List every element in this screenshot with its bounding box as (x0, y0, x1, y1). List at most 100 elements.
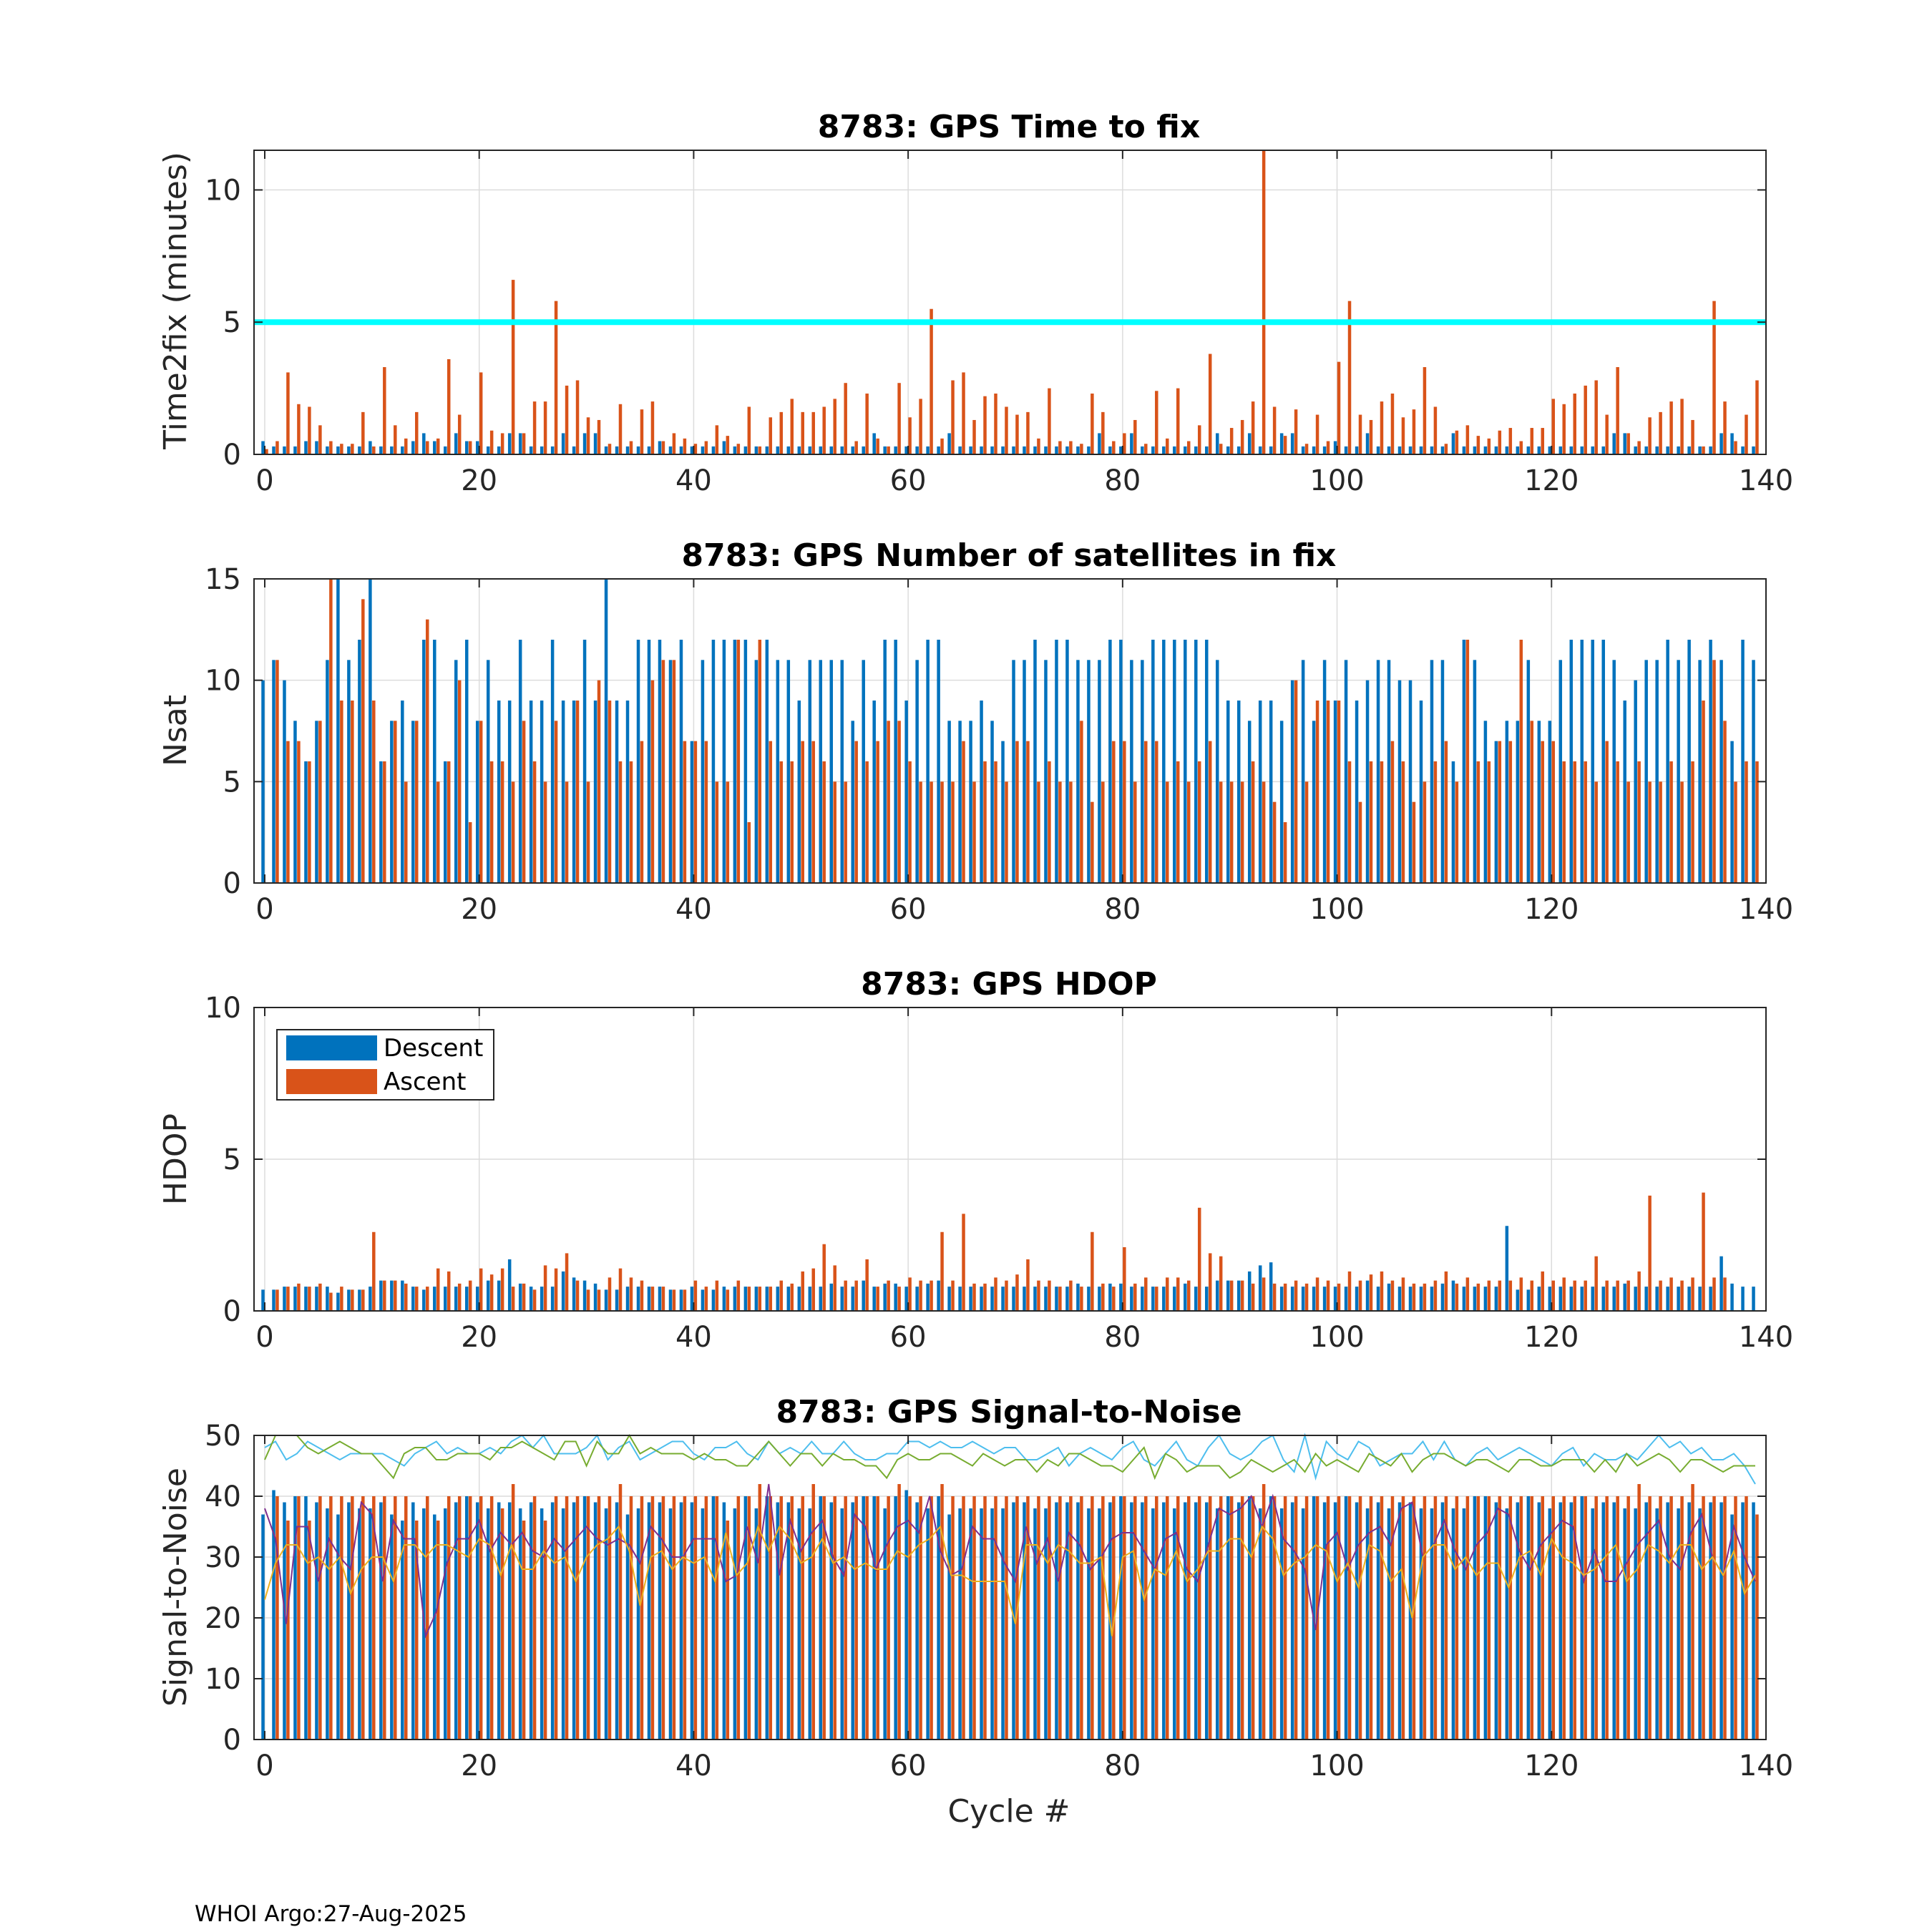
ttf-descent-bar-69 (1001, 446, 1005, 454)
nsat-ascent-bar-1 (275, 660, 279, 883)
nsat-ascent-bar-73 (1048, 761, 1051, 883)
hdop-ascent-bar-47 (769, 1287, 773, 1311)
ttf-ascent-bar-27 (554, 301, 558, 454)
nsat-descent-bar-139 (1752, 660, 1755, 883)
hdop-ascent-bar-119 (1541, 1271, 1545, 1311)
snr-descent-bar-92 (1247, 1496, 1252, 1740)
snr-descent-bar-34 (625, 1514, 630, 1740)
ttf-descent-bar-111 (1451, 433, 1455, 454)
ttf-descent-bar-62 (926, 446, 930, 454)
hdop-descent-bar-63 (937, 1280, 940, 1311)
snr-descent-bar-43 (722, 1502, 726, 1740)
ttf-ascent-bar-57 (876, 438, 879, 454)
nsat-descent-bar-7 (336, 579, 340, 883)
ttf-ascent-bar-52 (822, 406, 826, 454)
ttf-ascent-bar-0 (265, 449, 268, 454)
nsat-descent-bar-43 (722, 640, 726, 883)
snr-ascent-bar-74 (1058, 1496, 1062, 1740)
ttf-descent-bar-82 (1141, 446, 1144, 454)
ttf-descent-bar-17 (444, 446, 447, 454)
hdop-ascent-bar-127 (1626, 1280, 1630, 1311)
snr-descent-bar-30 (582, 1496, 587, 1740)
ttf-ascent-bar-93 (1262, 150, 1266, 454)
snr-ascent-bar-46 (758, 1484, 762, 1740)
nsat-ascent-bar-41 (704, 741, 708, 883)
hdop-ascent-bar-123 (1584, 1280, 1587, 1311)
ttf-ascent-bar-135 (1712, 301, 1716, 454)
ttf-descent-bar-136 (1719, 433, 1723, 454)
hdop-ascent-bar-72 (1037, 1280, 1040, 1311)
nsat-ascent-bar-96 (1294, 680, 1298, 883)
snr-ascent-bar-34 (629, 1496, 633, 1740)
snr-descent-bar-112 (1462, 1508, 1466, 1740)
snr-ascent-bar-73 (1048, 1496, 1051, 1740)
ttf-descent-bar-16 (433, 441, 436, 454)
snr-ascent-bar-101 (1347, 1496, 1352, 1740)
hdop-descent-bar-80 (1119, 1283, 1123, 1311)
nsat-ytick-label-3: 15 (205, 563, 241, 596)
snr-title: 8783: GPS Signal-to-Noise (776, 1394, 1241, 1430)
nsat-descent-bar-32 (604, 579, 608, 883)
ttf-descent-bar-13 (401, 446, 404, 454)
ttf-descent-bar-85 (1173, 446, 1176, 454)
hdop-ascent-bar-26 (543, 1265, 547, 1311)
nsat-descent-bar-75 (1065, 640, 1069, 883)
snr-ascent-bar-40 (693, 1496, 698, 1740)
snr-descent-bar-105 (1387, 1508, 1391, 1740)
nsat-descent-bar-28 (561, 701, 565, 883)
nsat-ascent-bar-79 (1112, 741, 1116, 883)
ttf-descent-bar-11 (379, 446, 383, 454)
snr-ascent-bar-79 (1112, 1496, 1116, 1740)
nsat-descent-bar-94 (1269, 701, 1273, 883)
nsat-ascent-bar-49 (790, 761, 794, 883)
snr-ascent-bar-132 (1680, 1496, 1684, 1740)
snr-ascent-bar-67 (983, 1496, 987, 1740)
nsat-descent-bar-3 (293, 721, 297, 883)
hdop-ascent-bar-44 (736, 1280, 741, 1311)
nsat-descent-bar-33 (615, 701, 619, 883)
nsat-ascent-bar-119 (1541, 741, 1545, 883)
hdop-descent-bar-121 (1558, 1287, 1563, 1311)
snr-descent-bar-94 (1269, 1496, 1273, 1740)
ttf-ascent-bar-78 (1101, 411, 1105, 454)
ttf-ascent-bar-107 (1412, 409, 1416, 454)
ttf-ascent-bar-87 (1197, 425, 1201, 454)
ttf-descent-bar-124 (1591, 446, 1595, 454)
nsat-ascent-bar-59 (897, 721, 901, 883)
nsat-ascent-bar-8 (351, 701, 354, 883)
snr-descent-bar-114 (1483, 1496, 1488, 1740)
hdop-ascent-bar-62 (930, 1280, 933, 1311)
snr-xtick-label-2: 40 (675, 1750, 712, 1782)
ttf-descent-bar-99 (1322, 446, 1327, 454)
snr-descent-bar-76 (1076, 1502, 1080, 1740)
hdop-descent-bar-76 (1076, 1283, 1080, 1311)
snr-descent-bar-39 (679, 1502, 683, 1740)
nsat-descent-bar-112 (1462, 640, 1466, 883)
nsat-title: 8783: GPS Number of satellites in fix (682, 537, 1337, 574)
nsat-ascent-bar-86 (1186, 781, 1191, 883)
ttf-descent-bar-20 (475, 441, 479, 454)
snr-descent-bar-88 (1205, 1502, 1209, 1740)
snr-descent-bar-100 (1333, 1502, 1337, 1740)
snr-ascent-bar-43 (726, 1521, 730, 1740)
hdop-ascent-bar-129 (1648, 1195, 1652, 1311)
snr-ascent-bar-94 (1272, 1496, 1277, 1740)
snr-ascent-bar-10 (372, 1496, 376, 1740)
snr-ascent-bar-59 (897, 1484, 901, 1740)
nsat-descent-bar-132 (1677, 660, 1680, 883)
nsat-ascent-bar-103 (1369, 761, 1373, 883)
hdop-descent-bar-58 (883, 1283, 887, 1311)
ttf-ascent-bar-124 (1594, 380, 1598, 454)
nsat-descent-bar-71 (1023, 660, 1026, 883)
snr-descent-bar-89 (1216, 1508, 1219, 1740)
ttf-descent-bar-129 (1644, 446, 1648, 454)
ttf-ascent-bar-4 (308, 406, 311, 454)
ttf-descent-bar-54 (840, 446, 844, 454)
nsat-descent-bar-47 (765, 640, 769, 883)
hdop-descent-bar-56 (862, 1280, 865, 1311)
nsat-descent-bar-78 (1098, 660, 1101, 883)
snr-ascent-bar-128 (1637, 1484, 1641, 1740)
ttf-ytick-label-2: 10 (205, 174, 241, 207)
hdop-descent-bar-67 (980, 1287, 983, 1311)
snr-ascent-bar-30 (586, 1496, 590, 1740)
